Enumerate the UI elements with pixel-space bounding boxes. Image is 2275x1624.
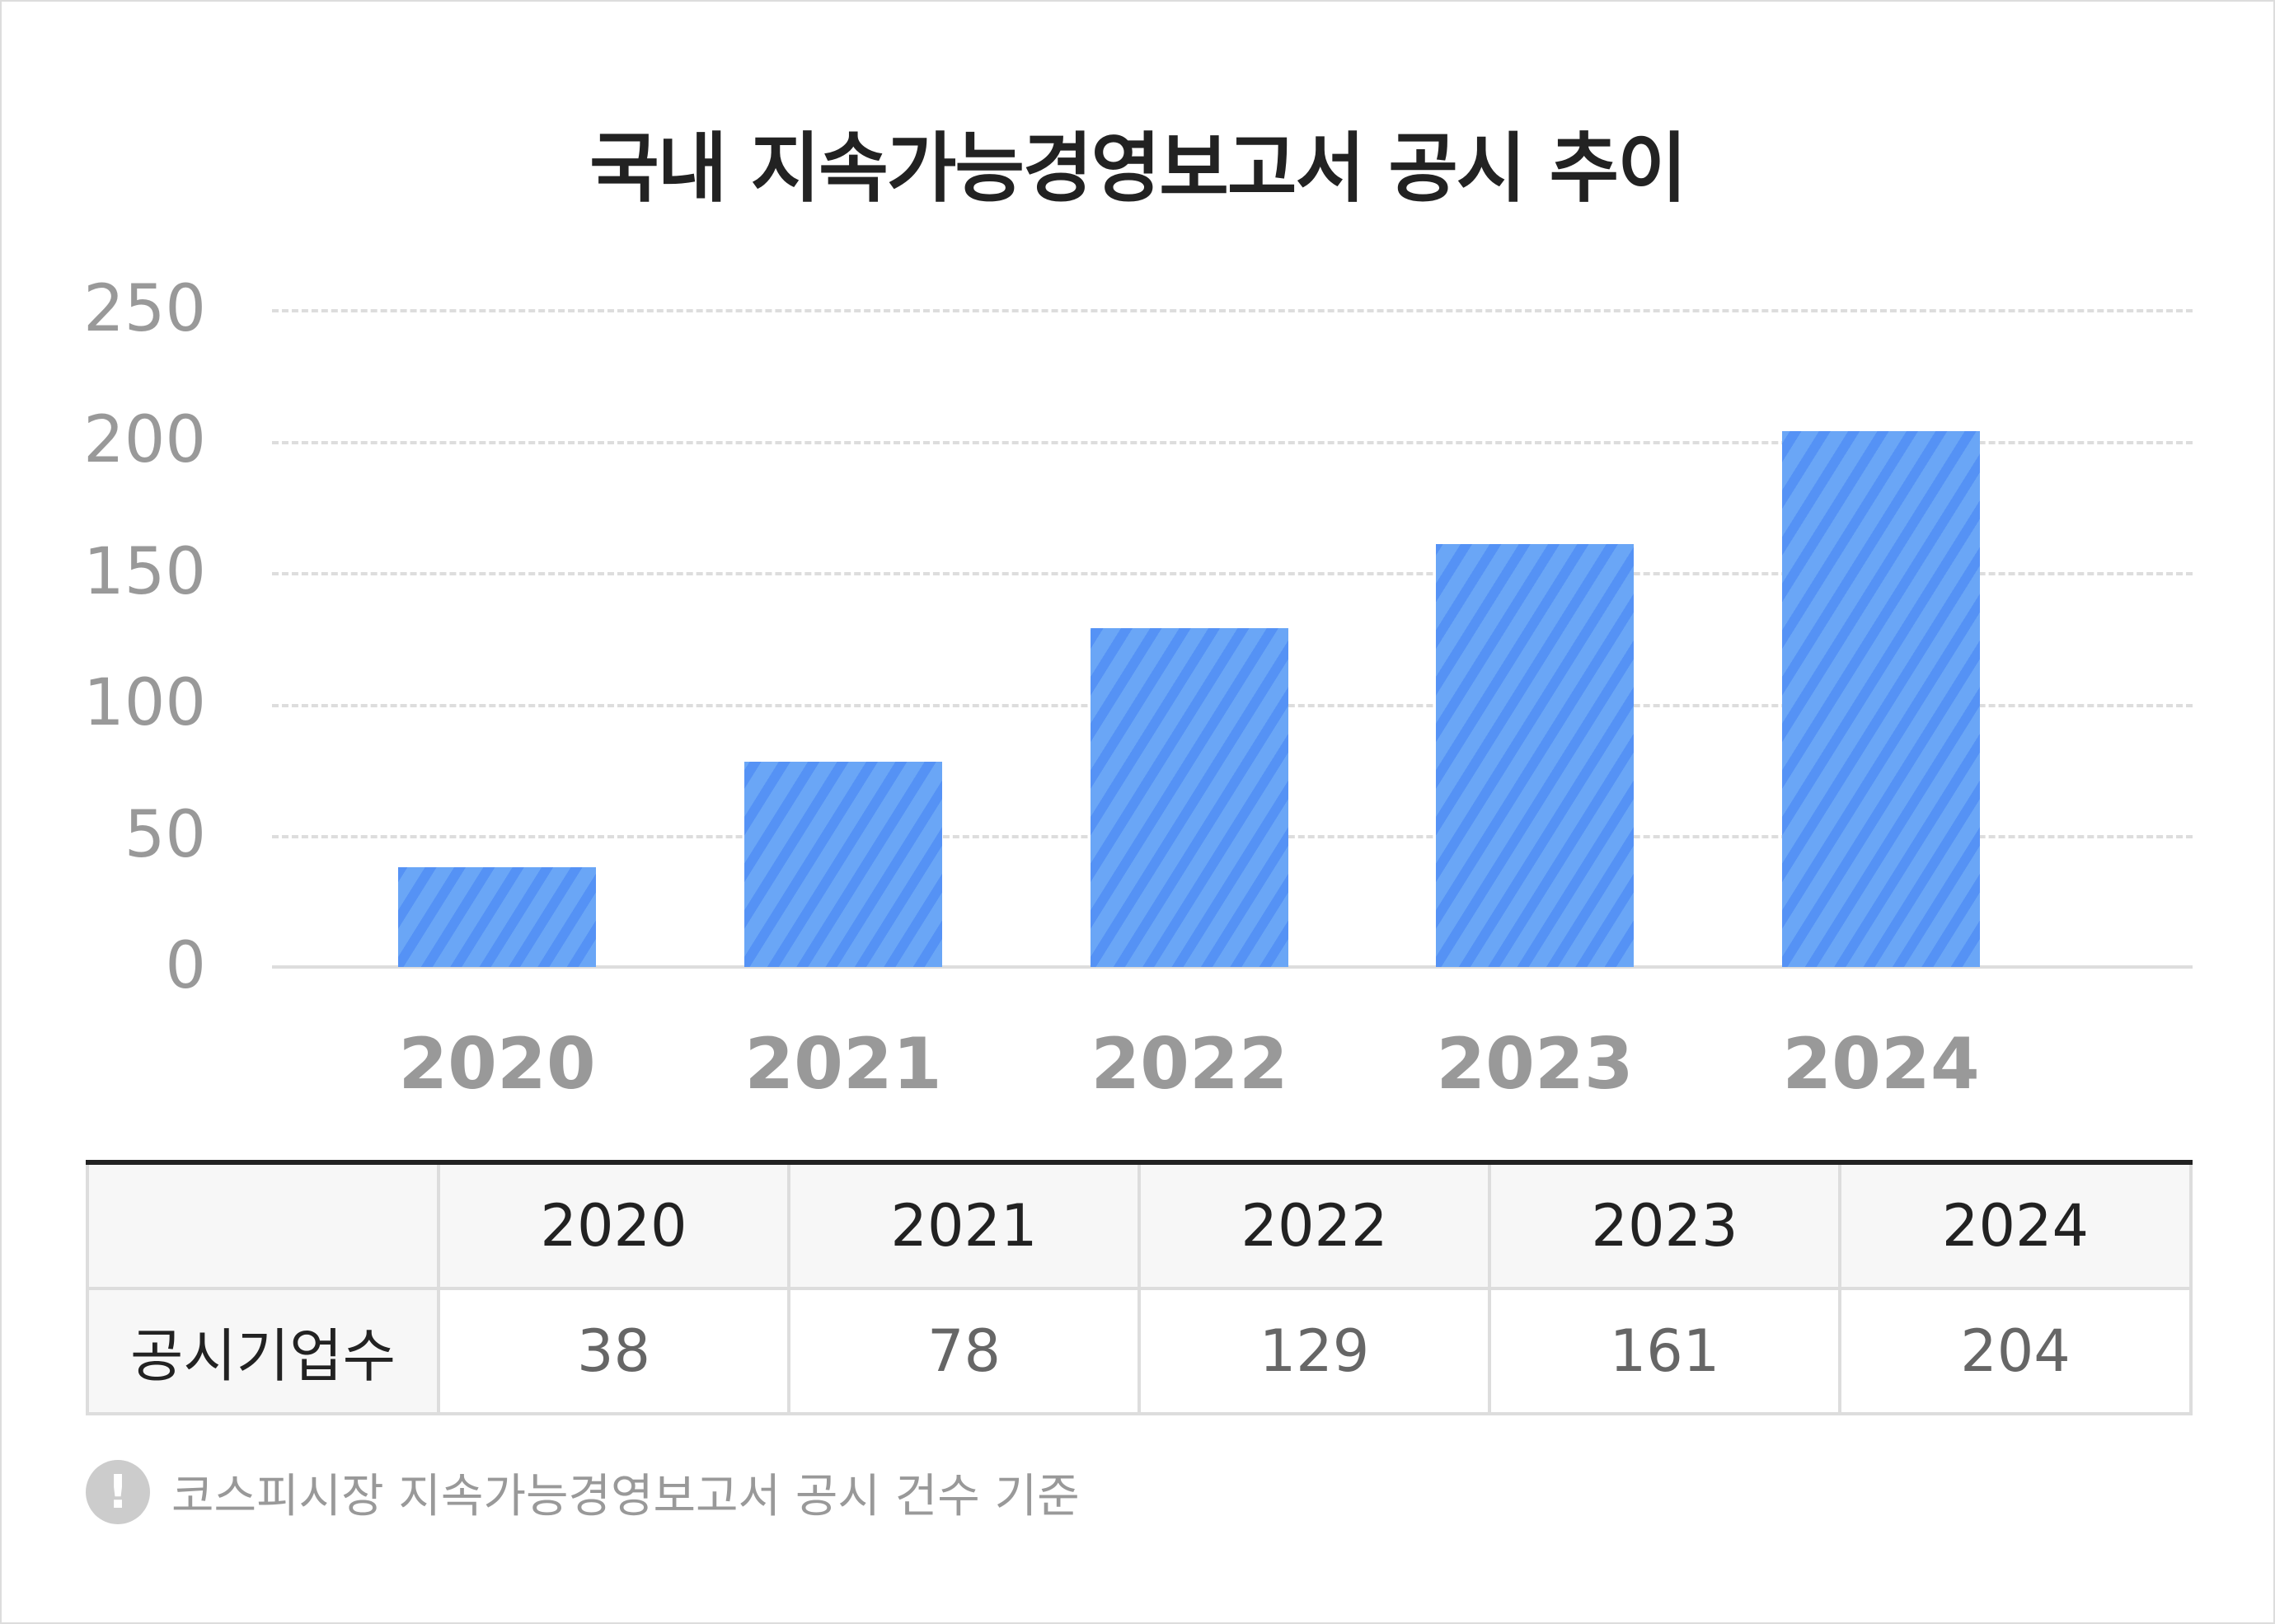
- x-tick-label: 2023: [1436, 1023, 1634, 1105]
- table-row-label: 공시기업수: [86, 1287, 440, 1415]
- table-cell: 38: [437, 1287, 790, 1415]
- bar-2023: [1436, 544, 1634, 967]
- x-tick-label: 2022: [1091, 1023, 1288, 1105]
- table-corner-cell: [86, 1161, 440, 1290]
- x-axis-baseline: [272, 965, 2193, 969]
- footnote-text: 코스피시장 지속가능경영보고서 공시 건수 기준: [171, 1469, 1080, 1523]
- x-tick-label: 2024: [1782, 1023, 1980, 1105]
- table-header-cell: 2020: [437, 1161, 790, 1290]
- gridline-150: [272, 572, 2193, 575]
- data-table: 2020 2021 2022 2023 2024 공시기업수 38 78 129…: [86, 1160, 2193, 1415]
- table-row: 공시기업수 38 78 129 161 204: [86, 1287, 2193, 1415]
- x-tick-label: 2020: [398, 1023, 596, 1105]
- table-cell: 161: [1488, 1287, 1841, 1415]
- bar-2020: [398, 867, 596, 967]
- table-header-cell: 2024: [1838, 1161, 2193, 1290]
- table-cell: 78: [787, 1287, 1141, 1415]
- gridline-200: [272, 441, 2193, 444]
- exclamation-icon: !: [86, 1460, 150, 1524]
- table-header-row: 2020 2021 2022 2023 2024: [86, 1161, 2193, 1290]
- table-header-cell: 2022: [1138, 1161, 1491, 1290]
- y-tick-label: 50: [124, 798, 206, 872]
- footnote: ! 코스피시장 지속가능경영보고서 공시 건수 기준: [86, 1459, 1080, 1525]
- y-tick-label: 100: [83, 666, 206, 740]
- y-tick-label: 200: [83, 403, 206, 477]
- y-tick-label: 0: [165, 929, 206, 1003]
- y-tick-label: 150: [83, 535, 206, 609]
- bar-2024: [1782, 431, 1980, 967]
- bar-2022: [1091, 628, 1288, 967]
- table-cell: 129: [1138, 1287, 1491, 1415]
- y-tick-label: 250: [83, 272, 206, 346]
- table-header-cell: 2023: [1488, 1161, 1841, 1290]
- bar-2021: [744, 762, 942, 967]
- table-header-cell: 2021: [787, 1161, 1141, 1290]
- x-tick-label: 2021: [744, 1023, 942, 1105]
- table-cell: 204: [1838, 1287, 2193, 1415]
- gridline-250: [272, 309, 2193, 312]
- chart-title: 국내 지속가능경영보고서 공시 추이: [589, 124, 1687, 213]
